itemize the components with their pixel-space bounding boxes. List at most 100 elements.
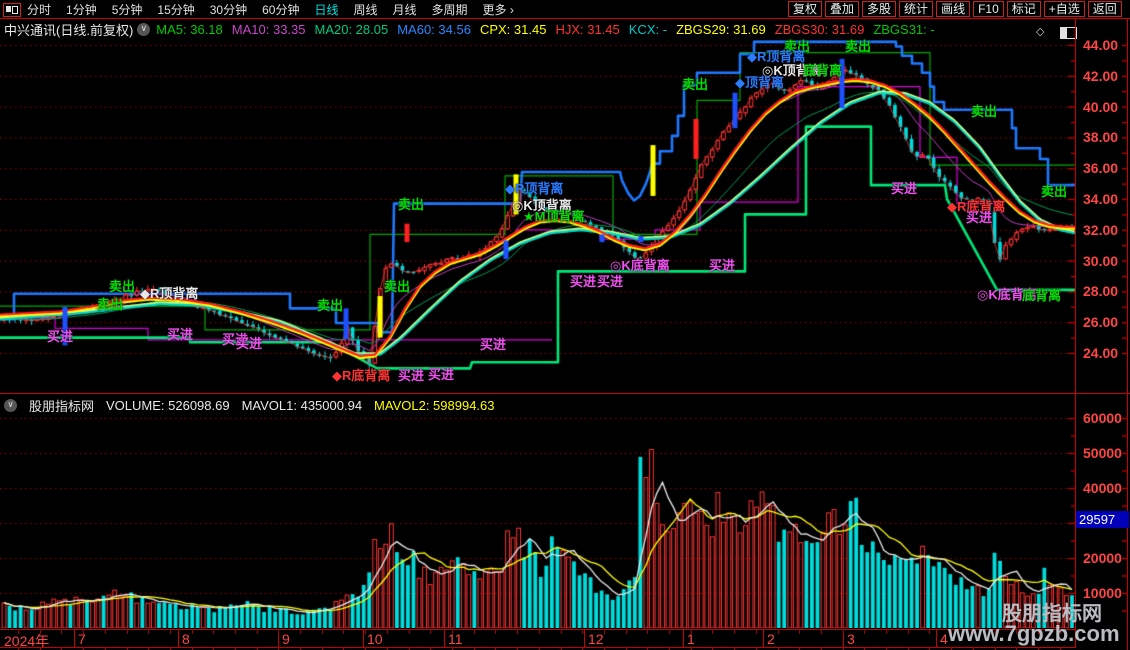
month-divider bbox=[444, 629, 445, 647]
period-item[interactable]: 5分钟 bbox=[111, 2, 143, 17]
toolbar-button[interactable]: 标记 bbox=[1006, 1, 1041, 17]
signal-annotation: 卖出 bbox=[971, 104, 998, 119]
signal-annotation: ◎K底背离 bbox=[977, 287, 1037, 302]
week-tick bbox=[278, 647, 279, 650]
toolbar-button[interactable]: 返回 bbox=[1087, 1, 1122, 17]
month-label: 7 bbox=[78, 631, 86, 647]
week-tick bbox=[669, 629, 670, 634]
volume-chart[interactable] bbox=[0, 394, 1130, 628]
week-tick bbox=[647, 629, 648, 634]
week-tick bbox=[951, 629, 952, 634]
week-tick bbox=[409, 629, 410, 634]
signal-annotation: ◎K顶背离 bbox=[512, 198, 572, 213]
period-item[interactable]: 1分钟 bbox=[66, 2, 97, 17]
week-tick bbox=[908, 629, 909, 634]
period-item[interactable]: 日线 bbox=[314, 2, 339, 17]
toolbar-button[interactable]: F10 bbox=[973, 1, 1004, 17]
period-item[interactable]: 多周期 bbox=[431, 2, 468, 17]
period-item[interactable]: 更多 › bbox=[482, 2, 514, 17]
indicator-value: MA20: 28.05 bbox=[314, 21, 389, 37]
toolbar-divider bbox=[0, 18, 1130, 19]
signal-annotation: 买进 bbox=[236, 336, 263, 351]
week-tick bbox=[365, 629, 366, 634]
signal-annotation: 买进 bbox=[428, 367, 455, 382]
week-tick bbox=[105, 629, 106, 634]
toolbar-button[interactable]: 画线 bbox=[936, 1, 971, 17]
volume-axis-label: 50000 bbox=[1083, 445, 1122, 461]
price-axis-label: 34.00 bbox=[1083, 191, 1119, 207]
toolbar-buttons: 复权 叠加 多股 统计 画线 F10 标记 +自选 返回 bbox=[788, 1, 1122, 17]
chevron-down-icon[interactable]: ∨ bbox=[137, 22, 151, 36]
week-tick bbox=[864, 647, 865, 650]
week-tick bbox=[387, 629, 388, 634]
right-window-border[interactable] bbox=[1127, 19, 1128, 650]
toolbar-button[interactable]: 叠加 bbox=[825, 1, 860, 17]
week-tick bbox=[647, 647, 648, 650]
week-tick bbox=[148, 647, 149, 650]
signal-annotation: ◎K顶背离 bbox=[762, 63, 822, 78]
toolbar-button[interactable]: 多股 bbox=[862, 1, 897, 17]
week-tick bbox=[778, 629, 779, 634]
week-tick bbox=[300, 647, 301, 650]
week-tick bbox=[843, 629, 844, 634]
week-tick bbox=[626, 647, 627, 650]
week-tick bbox=[908, 647, 909, 650]
diamond-marker-icon[interactable]: ◇ bbox=[1036, 26, 1045, 38]
week-tick bbox=[973, 629, 974, 634]
week-tick bbox=[691, 647, 692, 650]
week-tick bbox=[409, 647, 410, 650]
week-tick bbox=[778, 647, 779, 650]
signal-annotation: ◆R顶背离 bbox=[505, 181, 564, 196]
month-divider bbox=[178, 629, 179, 647]
week-tick bbox=[517, 629, 518, 634]
week-tick bbox=[604, 647, 605, 650]
week-tick bbox=[343, 629, 344, 634]
signal-annotation: 买进 bbox=[167, 327, 194, 342]
period-item[interactable]: 60分钟 bbox=[262, 2, 300, 17]
main-price-chart[interactable] bbox=[0, 40, 1130, 393]
toolbar-button[interactable]: +自选 bbox=[1043, 1, 1085, 17]
week-tick bbox=[343, 647, 344, 650]
window-layout-icon[interactable] bbox=[3, 2, 21, 17]
month-label: 10 bbox=[367, 631, 383, 647]
month-label: 3 bbox=[847, 631, 855, 647]
signal-annotation: 买进 bbox=[966, 210, 993, 225]
week-tick bbox=[582, 647, 583, 650]
week-tick bbox=[300, 629, 301, 634]
toolbar-button[interactable]: 复权 bbox=[788, 1, 823, 17]
week-tick bbox=[127, 629, 128, 634]
week-tick bbox=[127, 647, 128, 650]
period-item[interactable]: 周线 bbox=[353, 2, 378, 17]
indicator-values: MA5: 36.18 MA10: 33.35 MA20: 28.05 MA60: 34… bbox=[156, 22, 943, 37]
week-tick bbox=[170, 647, 171, 650]
period-item[interactable]: 30分钟 bbox=[209, 2, 248, 17]
signal-annotation: 底背离 bbox=[1022, 288, 1062, 303]
week-tick bbox=[1038, 629, 1039, 634]
signal-annotation: 卖出 bbox=[784, 39, 811, 54]
week-tick bbox=[712, 647, 713, 650]
signal-annotation: 卖出 bbox=[97, 297, 124, 312]
signal-annotation: 底背离 bbox=[803, 63, 843, 78]
period-item[interactable]: 分时 bbox=[27, 2, 52, 17]
month-divider bbox=[763, 629, 764, 647]
pane-divider[interactable] bbox=[0, 393, 1130, 394]
month-label: 1 bbox=[687, 631, 695, 647]
signal-annotation: 买进 bbox=[398, 368, 425, 383]
signal-annotation: ◆R顶背离 bbox=[747, 49, 806, 64]
week-tick bbox=[170, 629, 171, 634]
week-tick bbox=[1016, 647, 1017, 650]
pane-maximize-icon[interactable] bbox=[1060, 27, 1077, 39]
week-tick bbox=[278, 629, 279, 634]
week-tick bbox=[1016, 629, 1017, 634]
month-divider bbox=[363, 629, 364, 647]
week-tick bbox=[148, 629, 149, 634]
price-axis-label: 30.00 bbox=[1083, 252, 1119, 269]
week-tick bbox=[799, 629, 800, 634]
week-tick bbox=[539, 647, 540, 650]
toolbar-button[interactable]: 统计 bbox=[899, 1, 934, 17]
period-item[interactable]: 15分钟 bbox=[157, 2, 195, 17]
week-tick bbox=[669, 647, 670, 650]
signal-annotation: 买进 bbox=[47, 329, 74, 344]
period-item[interactable]: 月线 bbox=[392, 2, 417, 17]
week-tick bbox=[734, 629, 735, 634]
